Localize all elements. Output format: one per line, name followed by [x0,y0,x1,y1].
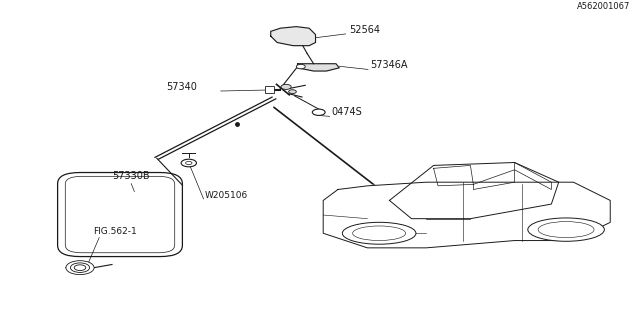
Text: 57340: 57340 [166,82,197,92]
Circle shape [281,84,291,89]
Polygon shape [298,64,339,71]
Polygon shape [323,182,611,248]
Text: 52564: 52564 [349,25,380,35]
Text: A562001067: A562001067 [577,2,630,11]
Polygon shape [389,163,559,219]
Ellipse shape [528,218,604,241]
Text: W205106: W205106 [205,191,248,200]
Text: 0474S: 0474S [332,108,362,117]
Text: 57330B: 57330B [112,171,150,181]
Circle shape [181,159,196,167]
Ellipse shape [342,222,416,244]
Circle shape [70,263,90,272]
Circle shape [289,90,296,93]
Circle shape [296,64,305,69]
Circle shape [186,161,192,164]
Circle shape [66,261,94,275]
Ellipse shape [538,221,594,238]
Polygon shape [271,27,316,46]
PathPatch shape [58,172,182,257]
Text: 57346A: 57346A [370,60,408,70]
Bar [265,86,274,93]
Ellipse shape [353,226,406,241]
Text: FIG.562-1: FIG.562-1 [93,228,136,236]
Circle shape [74,265,86,270]
Circle shape [312,109,325,116]
